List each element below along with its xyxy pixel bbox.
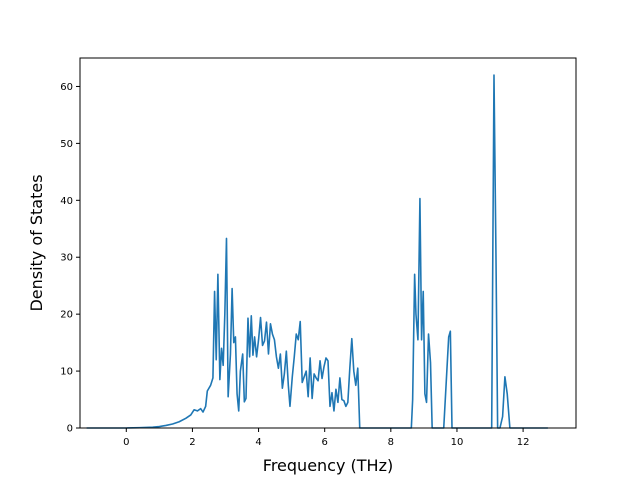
y-tick-label: 40 bbox=[60, 196, 73, 207]
plot-area bbox=[86, 74, 548, 429]
x-tick-label: 8 bbox=[388, 437, 394, 448]
y-tick-label: 50 bbox=[60, 139, 73, 150]
axes-frame bbox=[79, 57, 577, 429]
x-tick-label: 4 bbox=[255, 437, 261, 448]
y-tick-label: 10 bbox=[60, 367, 73, 378]
x-axis-label: Frequency (THz) bbox=[263, 456, 393, 475]
x-tick-label: 6 bbox=[322, 437, 328, 448]
x-tick-label: 10 bbox=[451, 437, 464, 448]
x-tick-label: 12 bbox=[517, 437, 530, 448]
y-axis-label: Density of States bbox=[27, 174, 46, 311]
y-tick-label: 60 bbox=[60, 82, 73, 93]
x-tick-label: 0 bbox=[123, 437, 129, 448]
y-tick-label: 0 bbox=[67, 424, 73, 435]
dos-series-line-0 bbox=[86, 74, 548, 429]
y-tick-label: 30 bbox=[60, 253, 73, 264]
axis-ticks: 0 2 4 6 8 10 12 0 10 20 30 40 50 60 bbox=[60, 82, 529, 448]
x-tick-label: 2 bbox=[189, 437, 195, 448]
y-tick-label: 20 bbox=[60, 310, 73, 321]
